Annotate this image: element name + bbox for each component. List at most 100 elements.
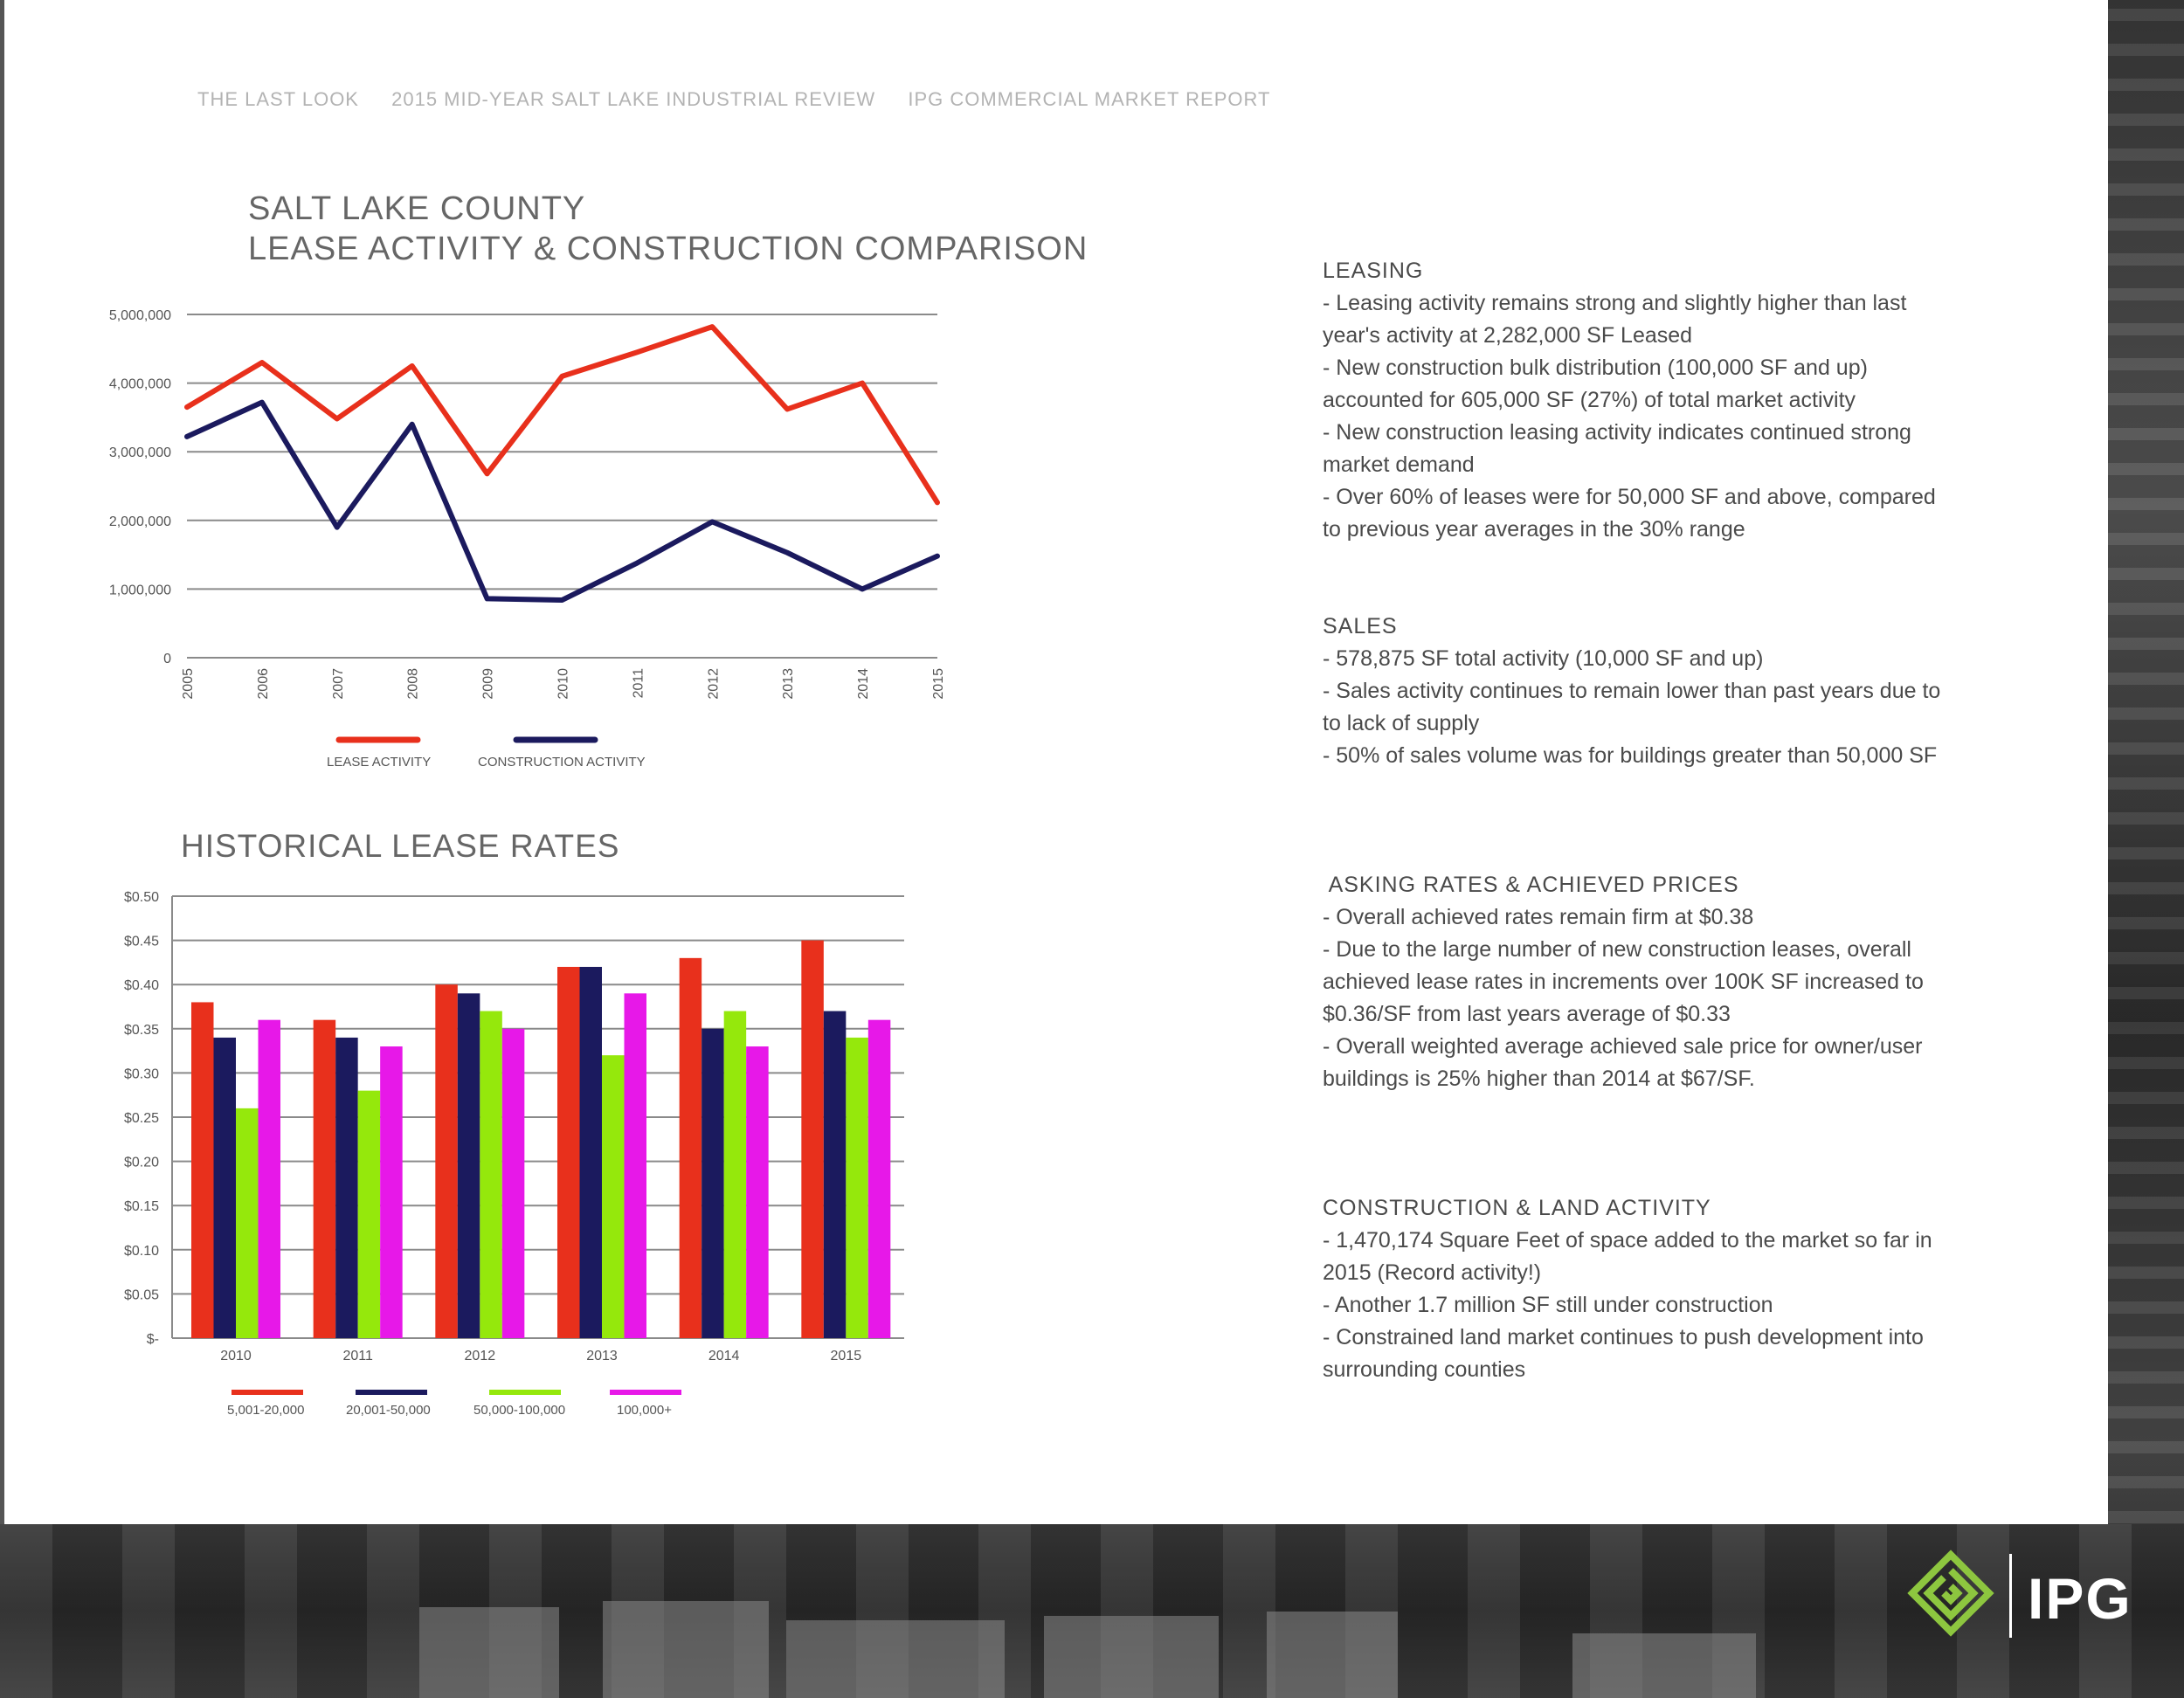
bar: [624, 993, 646, 1338]
line-chart-title-line1: SALT LAKE COUNTY: [248, 190, 586, 227]
y-tick-label: $0.40: [124, 978, 159, 993]
y-tick-label: 5,000,000: [109, 308, 171, 323]
x-tick-label: 2011: [631, 668, 646, 699]
y-tick-label: $0.10: [124, 1244, 159, 1259]
legend-label: 5,001-20,000: [227, 1403, 304, 1418]
section-line: buildings is 25% higher than 2014 at $67…: [1323, 1066, 1755, 1091]
section-line: - Due to the large number of new constru…: [1323, 937, 1911, 962]
x-tick-label: 2008: [406, 668, 421, 700]
x-tick-label: 2014: [708, 1349, 740, 1363]
x-tick-label: 2010: [556, 668, 571, 700]
header-item: THE LAST LOOK: [197, 88, 359, 110]
y-tick-label: $0.20: [124, 1156, 159, 1170]
x-tick-label: 2009: [481, 668, 496, 700]
line-chart-title-line2: LEASE ACTIVITY & CONSTRUCTION COMPARISON: [248, 231, 1089, 267]
report-header: THE LAST LOOK 2015 MID-YEAR SALT LAKE IN…: [197, 88, 1296, 111]
bar: [579, 966, 602, 1338]
section-line: market demand: [1323, 452, 1475, 477]
x-tick-label: 2011: [342, 1349, 373, 1363]
y-tick-label: 3,000,000: [109, 445, 171, 460]
leasing-section: LEASING - Leasing activity remains stron…: [1323, 255, 2039, 546]
sales-section: SALES - 578,875 SF total activity (10,00…: [1323, 611, 2039, 772]
section-line: - Over 60% of leases were for 50,000 SF …: [1323, 485, 1936, 509]
bar: [213, 1037, 236, 1338]
bar: [335, 1037, 358, 1338]
bar: [258, 1019, 280, 1338]
section-line: - 578,875 SF total activity (10,000 SF a…: [1323, 646, 1764, 671]
bar: [357, 1090, 381, 1338]
section-line: to lack of supply: [1323, 711, 1480, 735]
x-tick-label: 2007: [331, 668, 346, 700]
y-tick-label: $0.15: [124, 1199, 159, 1214]
legend-label: 50,000-100,000: [473, 1403, 565, 1418]
y-tick-label: $0.25: [124, 1111, 159, 1126]
bar: [823, 1011, 847, 1338]
y-tick-label: 1,000,000: [109, 583, 171, 597]
section-line: 2015 (Record activity!): [1323, 1260, 1542, 1285]
line-chart-title: SALT LAKE COUNTY LEASE ACTIVITY & CONSTR…: [248, 189, 1088, 269]
ipg-logo-mark: [1907, 1550, 1994, 1637]
bar: [723, 1011, 747, 1338]
legend-label: 100,000+: [617, 1403, 672, 1418]
section-heading: CONSTRUCTION & LAND ACTIVITY: [1323, 1196, 1711, 1220]
section-line: achieved lease rates in increments over …: [1323, 970, 1924, 994]
logo-divider: [2009, 1554, 2012, 1638]
section-line: - New construction bulk distribution (10…: [1323, 355, 1868, 380]
bar: [746, 1046, 769, 1338]
bar: [236, 1108, 259, 1338]
section-heading: ASKING RATES & ACHIEVED PRICES: [1323, 873, 1739, 897]
header-item: IPG COMMERCIAL MARKET REPORT: [908, 88, 1271, 110]
y-tick-label: 4,000,000: [109, 377, 171, 392]
y-tick-label: $0.30: [124, 1066, 159, 1081]
x-tick-label: 2012: [706, 668, 721, 700]
bar: [191, 1002, 214, 1338]
section-line: accounted for 605,000 SF (27%) of total …: [1323, 388, 1856, 412]
legend-label: LEASE ACTIVITY: [327, 755, 431, 770]
aerial-photo-right: [2108, 0, 2184, 1698]
bar: [480, 1011, 502, 1338]
y-tick-label: 2,000,000: [109, 514, 171, 529]
page-edge: [0, 0, 4, 1698]
bar: [501, 1028, 525, 1338]
bar-chart-title: HISTORICAL LEASE RATES: [181, 828, 620, 864]
bar: [679, 957, 702, 1338]
y-tick-label: $0.05: [124, 1287, 159, 1302]
construction-section: CONSTRUCTION & LAND ACTIVITY - 1,470,174…: [1323, 1192, 2039, 1386]
asking-rates-section: ASKING RATES & ACHIEVED PRICES - Overall…: [1323, 869, 2039, 1095]
x-tick-label: 2015: [931, 668, 946, 700]
aerial-photo-bottom: [0, 1524, 2184, 1698]
bar: [380, 1046, 403, 1338]
y-tick-label: $0.45: [124, 935, 159, 949]
y-tick-label: $0.35: [124, 1023, 159, 1038]
x-tick-label: 2006: [256, 668, 271, 700]
section-heading: SALES: [1323, 614, 1398, 638]
legend-label: CONSTRUCTION ACTIVITY: [478, 755, 646, 770]
x-tick-label: 2013: [781, 668, 796, 700]
y-tick-label: 0: [163, 652, 171, 666]
bar: [801, 940, 824, 1338]
y-tick-label: $-: [147, 1332, 159, 1347]
bar: [313, 1019, 336, 1338]
bar: [557, 966, 580, 1338]
bar: [602, 1055, 625, 1338]
ipg-logo-text: IPG: [2028, 1566, 2132, 1631]
section-heading: LEASING: [1323, 259, 1424, 283]
section-line: $0.36/SF from last years average of $0.3…: [1323, 1002, 1731, 1026]
x-tick-label: 2005: [181, 668, 196, 700]
bar: [867, 1019, 891, 1338]
bar: [435, 984, 458, 1338]
section-line: - Overall weighted average achieved sale…: [1323, 1034, 1923, 1059]
x-tick-label: 2012: [465, 1349, 496, 1363]
section-line: - 1,470,174 Square Feet of space added t…: [1323, 1228, 1932, 1253]
bar: [702, 1028, 724, 1338]
section-line: - Sales activity continues to remain low…: [1323, 679, 1941, 703]
section-line: surrounding counties: [1323, 1357, 1526, 1382]
header-item: 2015 MID-YEAR SALT LAKE INDUSTRIAL REVIE…: [391, 88, 876, 110]
section-line: - 50% of sales volume was for buildings …: [1323, 743, 1938, 768]
legend-label: 20,001-50,000: [346, 1403, 431, 1418]
x-tick-label: 2014: [856, 668, 871, 700]
bar: [457, 993, 480, 1338]
